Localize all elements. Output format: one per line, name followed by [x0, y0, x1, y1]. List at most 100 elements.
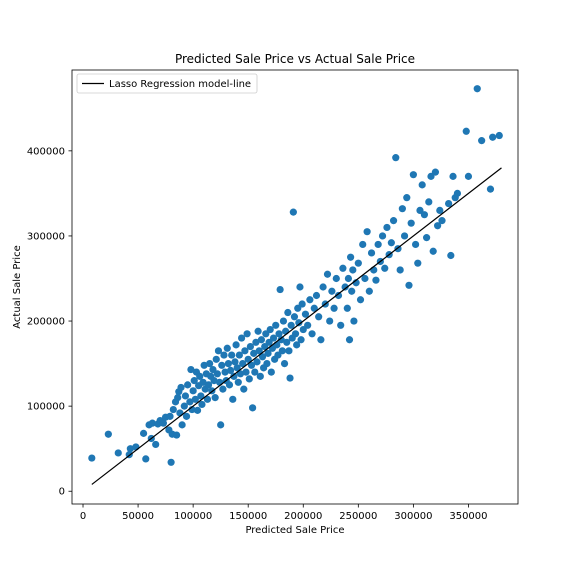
data-point: [220, 351, 228, 359]
data-point: [312, 291, 321, 300]
data-point: [337, 321, 345, 329]
data-point: [232, 341, 240, 349]
data-point: [231, 358, 239, 366]
data-point: [378, 232, 387, 240]
data-point: [206, 359, 214, 368]
data-point: [235, 351, 243, 359]
data-point: [363, 228, 371, 236]
data-point: [200, 361, 208, 369]
y-axis: 0 100000 200000 300000 400000: [27, 146, 72, 498]
data-point: [392, 154, 400, 162]
data-point: [266, 325, 274, 334]
data-point: [317, 336, 325, 344]
data-point: [345, 336, 354, 344]
data-point: [297, 336, 305, 344]
data-point: [403, 194, 411, 202]
data-point: [204, 381, 213, 389]
data-point: [400, 232, 409, 240]
data-point: [289, 208, 297, 216]
data-point: [221, 368, 229, 376]
data-point: [473, 85, 481, 93]
data-point: [239, 359, 247, 368]
legend: Lasso Regression model-line: [76, 73, 258, 94]
x-tick-label: 300000: [394, 511, 432, 522]
x-tick-label: 200000: [284, 511, 322, 522]
data-point: [323, 270, 332, 278]
data-point: [174, 394, 182, 402]
data-point: [126, 445, 134, 453]
x-tick-label: 150000: [229, 511, 267, 522]
points-layer: [88, 85, 503, 466]
data-point: [249, 404, 257, 412]
data-point: [148, 419, 156, 427]
data-point: [290, 313, 299, 321]
data-point: [198, 400, 206, 409]
data-point: [176, 409, 184, 417]
model-line: [91, 167, 502, 485]
data-point: [315, 313, 323, 321]
data-point: [341, 283, 349, 291]
data-point: [229, 395, 237, 403]
data-point: [186, 398, 194, 406]
data-point: [304, 321, 312, 329]
data-point: [295, 319, 303, 327]
data-point: [411, 240, 420, 249]
data-point: [263, 359, 271, 368]
data-point: [434, 222, 442, 230]
data-point: [280, 359, 289, 368]
data-point: [233, 364, 241, 372]
data-point: [445, 200, 453, 208]
y-axis-label: Actual Sale Price: [12, 245, 23, 329]
data-point: [423, 234, 431, 242]
data-point: [354, 259, 362, 267]
data-point: [250, 349, 258, 357]
data-point: [367, 249, 376, 257]
data-point: [104, 430, 112, 438]
data-point: [453, 189, 462, 197]
x-tick-label: 250000: [339, 511, 377, 522]
data-point: [269, 334, 278, 342]
data-point: [189, 387, 197, 395]
data-point: [298, 300, 306, 308]
data-point: [177, 383, 185, 392]
data-point: [284, 308, 292, 317]
data-point: [495, 131, 503, 140]
legend-box: [76, 73, 258, 94]
data-point: [219, 385, 227, 393]
x-tick-label: 50000: [122, 511, 154, 522]
data-point: [230, 372, 238, 380]
data-point: [254, 327, 262, 335]
data-point: [203, 395, 212, 403]
data-point: [228, 351, 236, 359]
data-point: [396, 266, 404, 274]
y-tick-label: 400000: [27, 146, 65, 157]
data-point: [407, 219, 415, 227]
data-point: [326, 317, 334, 325]
data-point: [88, 454, 96, 462]
data-point: [252, 338, 260, 346]
y-tick-label: 300000: [27, 231, 65, 242]
data-point: [277, 336, 285, 344]
data-point: [258, 353, 267, 361]
data-point: [255, 347, 263, 355]
data-point: [217, 421, 225, 429]
data-point: [152, 440, 160, 449]
data-point: [182, 412, 191, 420]
data-point: [213, 370, 221, 378]
data-point: [199, 378, 207, 386]
data-point: [372, 276, 380, 284]
data-point: [142, 455, 150, 463]
data-point: [478, 137, 486, 145]
data-point: [343, 304, 351, 312]
data-point: [184, 381, 192, 389]
data-point: [306, 296, 314, 304]
x-axis-label: Predicted Sale Price: [245, 525, 344, 536]
data-point: [420, 211, 428, 219]
data-point: [447, 251, 455, 260]
data-point: [389, 217, 398, 225]
data-point: [301, 310, 310, 318]
data-point: [226, 366, 235, 374]
y-tick-label: 200000: [27, 317, 65, 328]
data-point: [225, 381, 234, 389]
